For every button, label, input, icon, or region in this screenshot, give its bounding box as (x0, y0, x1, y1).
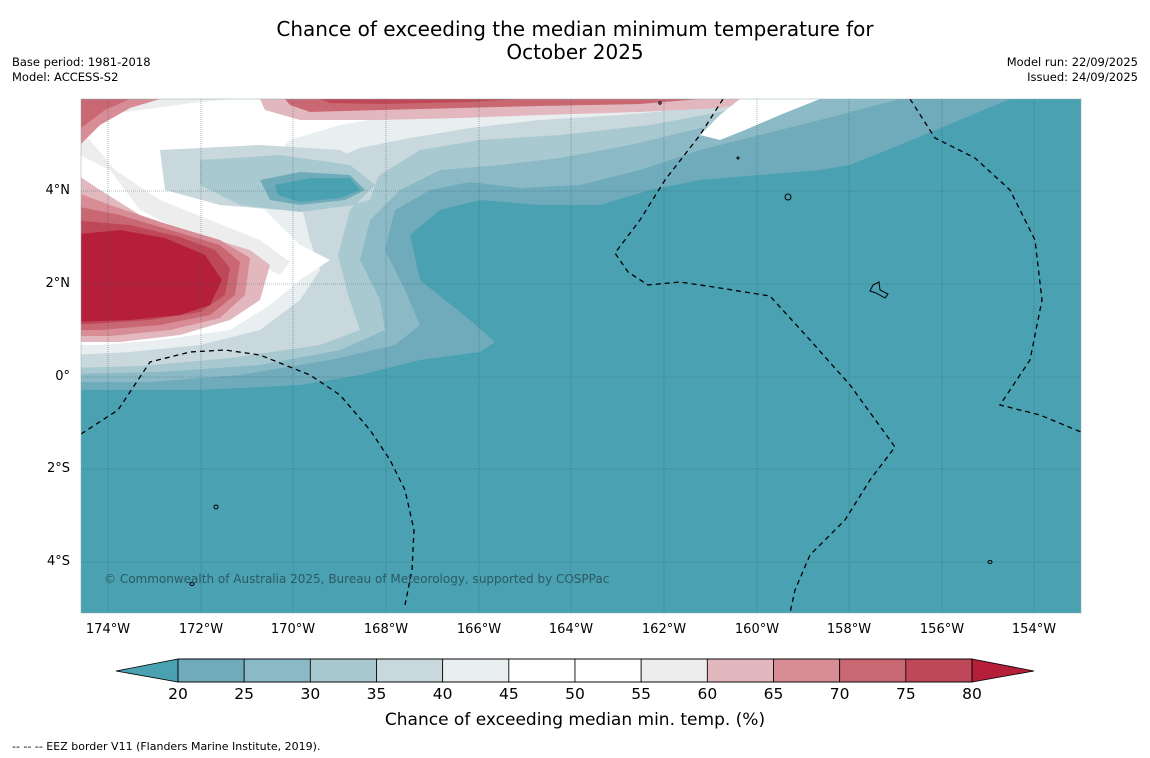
lon-label: 164°W (548, 622, 594, 637)
colorbar-tick-label: 55 (631, 685, 652, 703)
lon-label: 160°W (734, 622, 780, 637)
colorbar-under-triangle (115, 658, 179, 683)
colorbar-segment (905, 658, 973, 683)
lon-label: 168°W (363, 622, 409, 637)
colorbar-segments (177, 658, 973, 683)
lon-label: 154°W (1011, 622, 1057, 637)
colorbar-segment (508, 658, 576, 683)
lon-label: 170°W (270, 622, 316, 637)
lon-label: 158°W (826, 622, 872, 637)
colorbar-tick-label: 70 (829, 685, 850, 703)
lon-label: 156°W (919, 622, 965, 637)
colorbar-tick-label: 60 (697, 685, 718, 703)
graticule (81, 99, 1081, 613)
lat-label-2s: 2°S (46, 461, 70, 476)
inner-blue-core-2 (275, 178, 360, 202)
lon-label: 166°W (456, 622, 502, 637)
title-line-2: October 2025 (506, 40, 644, 64)
eez-footer-note: -- -- -- EEZ border V11 (Flanders Marine… (12, 740, 321, 753)
lat-label-4n: 4°N (45, 183, 71, 198)
colorbar-segment (706, 658, 774, 683)
colorbar-segment (839, 658, 907, 683)
eez-borders (81, 99, 1081, 613)
base-period: Base period: 1981-2018 (12, 55, 151, 69)
lat-label-2n: 2°N (45, 276, 71, 291)
issued-date: Issued: 24/09/2025 (1027, 70, 1138, 84)
colorbar-segment (640, 658, 708, 683)
right-top-white (700, 99, 820, 140)
colorbar-over-triangle (971, 658, 1035, 683)
meta-right: Model run: 22/09/2025 Issued: 24/09/2025 (1007, 55, 1138, 85)
lon-label: 174°W (85, 622, 131, 637)
colorbar-segment (309, 658, 377, 683)
top-warm-core (320, 99, 520, 104)
left-top-warm-2 (81, 99, 130, 128)
colorbar-segment (376, 658, 444, 683)
islands (189, 101, 993, 586)
colorbar-title: Chance of exceeding median min. temp. (%… (384, 710, 766, 730)
colorbar-tick-label: 45 (498, 685, 519, 703)
colorbar-segment (442, 658, 510, 683)
colorbar-tick-label: 50 (565, 685, 585, 703)
colorbar-tick-label: 35 (366, 685, 387, 703)
colorbar-tick-label: 30 (300, 685, 321, 703)
lon-label: 162°W (641, 622, 687, 637)
light-warm-band (81, 99, 290, 275)
meta-left: Base period: 1981-2018 Model: ACCESS-S2 (12, 55, 151, 85)
colorbar-frame (177, 658, 973, 683)
warm-core-80 (81, 230, 222, 322)
lon-label: 172°W (178, 622, 224, 637)
map-title: Chance of exceeding the median minimum t… (0, 18, 1150, 64)
colorbar-segment (773, 658, 841, 683)
colorbar-segment (574, 658, 642, 683)
map-frame (80, 98, 1082, 614)
colorbar-segment (177, 658, 245, 683)
colorbar-tick-label: 25 (234, 685, 255, 703)
lat-label-0: 0° (55, 369, 70, 384)
colorbar-tick-label: 20 (168, 685, 188, 703)
model-name: Model: ACCESS-S2 (12, 70, 119, 84)
title-line-1: Chance of exceeding the median minimum t… (276, 17, 874, 41)
map-area (81, 99, 1081, 613)
colorbar-segment (243, 658, 311, 683)
lat-label-4s: 4°S (46, 554, 70, 569)
model-run: Model run: 22/09/2025 (1006, 55, 1138, 69)
colorbar (115, 658, 1035, 683)
colorbar-tick-label: 80 (962, 685, 982, 703)
colorbar-tick-label: 40 (432, 685, 453, 703)
copyright-notice: © Commonwealth of Australia 2025, Bureau… (104, 572, 610, 586)
colorbar-tick-label: 75 (895, 685, 916, 703)
colorbar-tick-label: 65 (763, 685, 784, 703)
